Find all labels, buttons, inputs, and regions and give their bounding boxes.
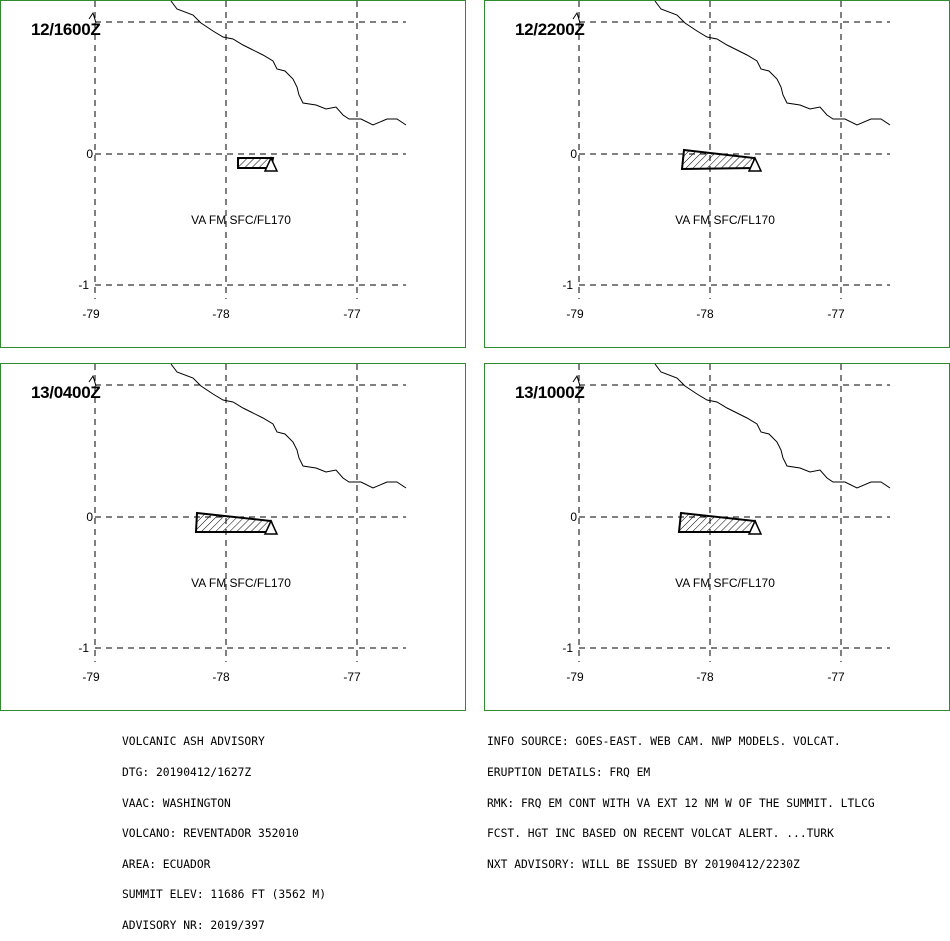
lat-label-minus1: -1 (78, 278, 89, 292)
lon-label-78: -78 (696, 670, 714, 684)
lat-label-0: 0 (86, 147, 93, 161)
advisory-line: INFO SOURCE: GOES-EAST. WEB CAM. NWP MOD… (487, 735, 841, 749)
advisory-line: VAAC: WASHINGTON (122, 796, 231, 810)
lat-label-0: 0 (86, 510, 93, 524)
map-graphic (88, 364, 407, 662)
lat-label-minus1: -1 (562, 278, 573, 292)
map-graphic (572, 364, 891, 662)
forecast-panel-1: 12/1600Z VA FM SFC/FL170 0 -1 -79 -78 -7… (0, 0, 466, 348)
lon-label-78: -78 (212, 670, 230, 684)
lon-label-78: -78 (212, 307, 230, 321)
lon-label-79: -79 (82, 670, 100, 684)
panel-time-label: 13/1000Z (515, 383, 585, 402)
lat-label-0: 0 (570, 147, 577, 161)
map-graphic (88, 1, 407, 299)
ash-level-label: VA FM SFC/FL170 (191, 213, 291, 227)
ash-cloud-polygon (680, 148, 757, 171)
advisory-line: ADVISORY NR: 2019/397 (122, 918, 265, 932)
forecast-panel-2: 12/2200Z VA FM SFC/FL170 0 -1 -79 -78 -7… (484, 0, 950, 348)
panel-time-label: 13/0400Z (31, 383, 101, 402)
advisory-line: VOLCANO: REVENTADOR 352010 (122, 827, 299, 841)
coastline (88, 1, 407, 126)
lon-label-79: -79 (566, 670, 584, 684)
lon-label-77: -77 (827, 670, 845, 684)
volcano-icon (263, 156, 279, 172)
coastline (88, 364, 407, 489)
ash-level-label: VA FM SFC/FL170 (191, 576, 291, 590)
panel-time-label: 12/2200Z (515, 20, 585, 39)
advisory-line: NXT ADVISORY: WILL BE ISSUED BY 20190412… (487, 857, 800, 871)
forecast-panel-3: 13/0400Z VA FM SFC/FL170 0 -1 -79 -78 -7… (0, 363, 466, 711)
advisory-line: SUMMIT ELEV: 11686 FT (3562 M) (122, 888, 327, 902)
advisory-line: VOLCANIC ASH ADVISORY (122, 735, 265, 749)
lon-label-79: -79 (566, 307, 584, 321)
lon-label-79: -79 (82, 307, 100, 321)
lon-label-78: -78 (696, 307, 714, 321)
advisory-line: ERUPTION DETAILS: FRQ EM (487, 766, 651, 779)
lat-label-minus1: -1 (78, 641, 89, 655)
lat-label-0: 0 (570, 510, 577, 524)
advisory-line: DTG: 20190412/1627Z (122, 766, 252, 779)
advisory-line: FCST. HGT INC BASED ON RECENT VOLCAT ALE… (487, 827, 834, 841)
forecast-panel-4: 13/1000Z VA FM SFC/FL170 0 -1 -79 -78 -7… (484, 363, 950, 711)
panel-time-label: 12/1600Z (31, 20, 101, 39)
volcano-icon (747, 519, 763, 535)
advisory-line: RMK: FRQ EM CONT WITH VA EXT 12 NM W OF … (487, 796, 875, 810)
coastline (572, 364, 891, 489)
volcano-icon (747, 156, 763, 172)
advisory-details-block: INFO SOURCE: GOES-EAST. WEB CAM. NWP MOD… (487, 717, 875, 880)
lon-label-77: -77 (827, 307, 845, 321)
advisory-line: AREA: ECUADOR (122, 857, 211, 871)
volcano-icon (263, 519, 279, 535)
advisory-header-block: VOLCANIC ASH ADVISORY DTG: 20190412/1627… (122, 717, 326, 941)
lon-label-77: -77 (343, 307, 361, 321)
ash-level-label: VA FM SFC/FL170 (675, 576, 775, 590)
lat-label-minus1: -1 (562, 641, 573, 655)
map-graphic (572, 1, 891, 299)
coastline (572, 1, 891, 126)
ash-level-label: VA FM SFC/FL170 (675, 213, 775, 227)
lon-label-77: -77 (343, 670, 361, 684)
ash-cloud-polygon (194, 511, 277, 533)
ash-cloud-polygon (677, 511, 761, 533)
